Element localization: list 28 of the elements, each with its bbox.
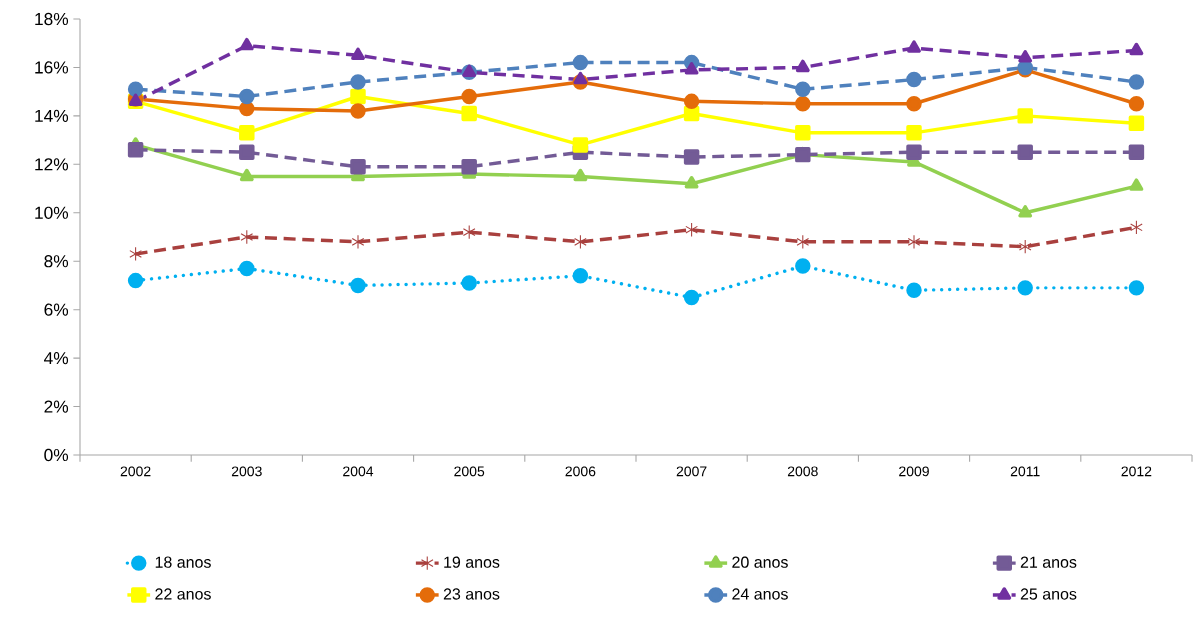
legend-label: 25 anos — [1020, 588, 1077, 600]
legend-label: 21 anos — [1020, 556, 1077, 568]
y-tick-label: 6% — [44, 303, 69, 316]
legend-label: 24 anos — [732, 588, 788, 600]
y-tick-label: 0% — [44, 448, 69, 462]
y-tick-label: 18% — [35, 12, 69, 26]
x-tick-label: 2006 — [565, 466, 596, 477]
x-tick-label: 2009 — [899, 466, 929, 477]
x-tick-label: 2003 — [231, 466, 262, 477]
x-tick-label: 2008 — [787, 466, 818, 477]
legend-label: 23 anos — [443, 588, 500, 600]
y-tick-label: 2% — [44, 400, 69, 413]
x-tick-label: 2005 — [454, 466, 485, 477]
x-tick-label: 2002 — [120, 466, 151, 477]
y-tick-label: 14% — [35, 109, 69, 122]
legend-label: 20 anos — [732, 556, 788, 568]
y-tick-label: 16% — [35, 61, 69, 74]
x-tick-label: 2011 — [1010, 466, 1040, 477]
y-tick-label: 4% — [44, 352, 69, 365]
x-tick-label: 2004 — [343, 466, 374, 477]
x-tick-label: 2012 — [1121, 466, 1152, 477]
legend-label: 22 anos — [155, 588, 211, 600]
x-tick-label: 2007 — [676, 466, 707, 477]
legend-label: 18 anos — [155, 556, 211, 568]
y-tick-label: 10% — [35, 206, 69, 219]
legend-label: 19 anos — [444, 556, 500, 568]
y-tick-label: 12% — [35, 158, 69, 171]
y-tick-label: 8% — [44, 255, 69, 268]
